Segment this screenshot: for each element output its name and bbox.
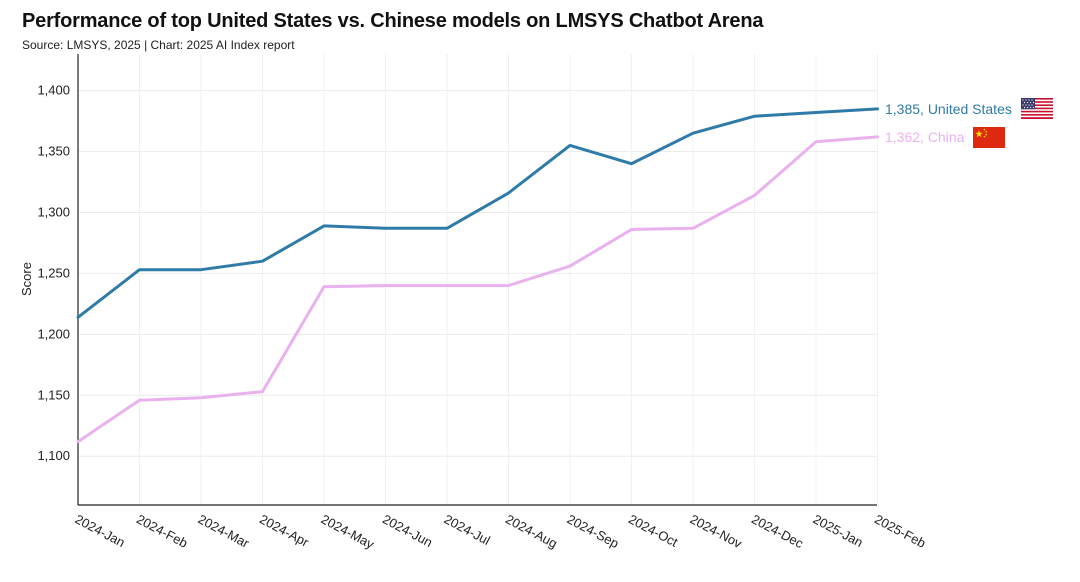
end-label-united-states: 1,385, United States (885, 101, 1012, 117)
x-tick-label: 2025-Jan (811, 511, 866, 550)
axes: Score (19, 54, 877, 506)
x-tick-labels: 2024-Jan 2024-Feb 2024-Mar 2024-Apr 2024-May… (73, 511, 929, 552)
y-tick-label: 1,300 (37, 204, 70, 219)
y-axis-title: Score (19, 262, 34, 296)
end-label-china: 1,362, China (885, 129, 965, 145)
x-tick-label: 2024-Dec (749, 511, 806, 551)
x-tick-label: 2024-May (319, 511, 378, 552)
x-tick-label: 2024-Oct (626, 511, 681, 550)
y-tick-label: 1,200 (37, 326, 70, 341)
y-tick-labels: 1,100 1,150 1,200 1,250 1,300 1,350 1,400 (37, 83, 70, 464)
chart-subtitle: Source: LMSYS, 2025 | Chart: 2025 AI Ind… (22, 38, 295, 52)
x-tick-label: 2024-Nov (688, 511, 745, 551)
x-tick-label: 2025-Feb (872, 511, 928, 550)
y-tick-label: 1,400 (37, 83, 70, 98)
x-tick-label: 2024-Sep (565, 511, 622, 551)
y-tick-label: 1,150 (37, 387, 70, 402)
us-flag-icon (1021, 98, 1053, 119)
x-tick-label: 2024-Mar (196, 511, 253, 551)
china-flag-icon (973, 127, 1005, 148)
x-tick-label: 2024-Feb (134, 511, 190, 550)
gridlines (78, 54, 878, 505)
x-tick-label: 2024-Apr (257, 511, 312, 550)
y-tick-label: 1,250 (37, 265, 70, 280)
y-tick-label: 1,100 (37, 448, 70, 463)
x-tick-label: 2024-Jan (73, 511, 128, 550)
x-tick-label: 2024-Jul (442, 511, 493, 548)
end-labels: 1,385, United States 1,362, China (885, 101, 1012, 145)
x-tick-label: 2024-Aug (503, 511, 560, 551)
series-lines (76, 107, 879, 444)
y-tick-label: 1,350 (37, 144, 70, 159)
x-tick-label: 2024-Jun (380, 511, 435, 550)
series-line-china (76, 135, 879, 444)
series-line-united-states (76, 107, 879, 319)
chart-title: Performance of top United States vs. Chi… (22, 10, 764, 32)
